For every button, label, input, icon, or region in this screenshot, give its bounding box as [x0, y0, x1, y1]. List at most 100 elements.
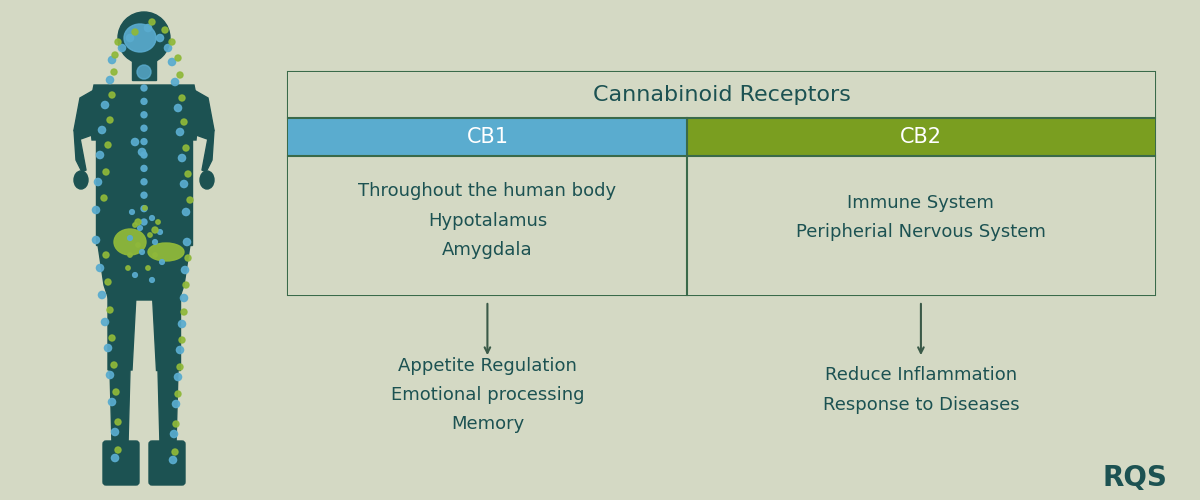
- Text: Reduce Inflammation
Response to Diseases: Reduce Inflammation Response to Diseases: [822, 366, 1019, 414]
- Circle shape: [133, 223, 137, 227]
- Circle shape: [179, 154, 186, 162]
- Circle shape: [127, 236, 132, 240]
- Circle shape: [181, 309, 187, 315]
- Polygon shape: [108, 295, 136, 370]
- Circle shape: [180, 180, 187, 188]
- Circle shape: [157, 230, 162, 234]
- Circle shape: [173, 421, 179, 427]
- Circle shape: [134, 219, 142, 225]
- Circle shape: [185, 171, 191, 177]
- Polygon shape: [202, 130, 214, 172]
- Circle shape: [172, 449, 178, 455]
- Ellipse shape: [148, 243, 184, 261]
- Circle shape: [109, 335, 115, 341]
- Circle shape: [138, 148, 145, 156]
- Circle shape: [185, 255, 191, 261]
- Polygon shape: [89, 85, 199, 140]
- Ellipse shape: [200, 171, 214, 189]
- Bar: [288, 118, 686, 156]
- Circle shape: [101, 102, 109, 108]
- Circle shape: [142, 219, 148, 225]
- Circle shape: [146, 266, 150, 270]
- Circle shape: [179, 320, 186, 328]
- Circle shape: [187, 197, 193, 203]
- Circle shape: [179, 95, 185, 101]
- Text: CB1: CB1: [467, 127, 509, 147]
- Circle shape: [148, 233, 152, 237]
- Circle shape: [101, 318, 109, 326]
- Polygon shape: [74, 90, 94, 140]
- Ellipse shape: [118, 12, 170, 64]
- Circle shape: [112, 454, 119, 462]
- Circle shape: [128, 253, 132, 257]
- Circle shape: [142, 98, 148, 104]
- Circle shape: [113, 389, 119, 395]
- Text: RQS: RQS: [1103, 464, 1168, 492]
- Circle shape: [119, 44, 126, 52]
- Bar: [686, 118, 1154, 156]
- Circle shape: [132, 272, 138, 278]
- Circle shape: [182, 282, 190, 288]
- Polygon shape: [194, 90, 214, 140]
- Circle shape: [150, 278, 155, 282]
- Circle shape: [98, 292, 106, 298]
- Circle shape: [136, 243, 140, 247]
- Ellipse shape: [114, 229, 146, 255]
- Circle shape: [180, 294, 187, 302]
- Circle shape: [96, 264, 103, 272]
- Circle shape: [92, 236, 100, 244]
- Circle shape: [176, 346, 184, 354]
- Circle shape: [181, 119, 187, 125]
- FancyBboxPatch shape: [149, 441, 185, 485]
- Circle shape: [101, 195, 107, 201]
- Circle shape: [174, 104, 181, 112]
- Circle shape: [110, 69, 118, 75]
- FancyBboxPatch shape: [103, 441, 139, 485]
- Circle shape: [103, 169, 109, 175]
- Circle shape: [168, 58, 175, 66]
- Polygon shape: [158, 370, 178, 445]
- Circle shape: [142, 125, 148, 131]
- Circle shape: [178, 72, 182, 78]
- Circle shape: [115, 419, 121, 425]
- Circle shape: [96, 152, 103, 158]
- Circle shape: [126, 34, 133, 42]
- Circle shape: [164, 44, 172, 52]
- Circle shape: [92, 206, 100, 214]
- Circle shape: [109, 92, 115, 98]
- Text: Cannabinoid Receptors: Cannabinoid Receptors: [593, 85, 851, 105]
- Circle shape: [107, 372, 114, 378]
- Bar: [288, 72, 1156, 295]
- Circle shape: [152, 227, 158, 233]
- Circle shape: [175, 55, 181, 61]
- Circle shape: [115, 447, 121, 453]
- Circle shape: [112, 52, 118, 58]
- Circle shape: [142, 206, 148, 212]
- Circle shape: [170, 430, 178, 438]
- Circle shape: [142, 166, 148, 172]
- FancyBboxPatch shape: [96, 133, 192, 245]
- Circle shape: [115, 39, 121, 45]
- Bar: [288, 72, 1156, 118]
- Circle shape: [142, 192, 148, 198]
- Circle shape: [112, 428, 119, 436]
- Polygon shape: [98, 245, 190, 300]
- Circle shape: [107, 117, 113, 123]
- Ellipse shape: [74, 171, 88, 189]
- Text: Throughout the human body
Hypotalamus
Amygdala: Throughout the human body Hypotalamus Am…: [359, 182, 617, 258]
- Circle shape: [142, 85, 148, 91]
- Polygon shape: [152, 295, 180, 370]
- Circle shape: [130, 210, 134, 214]
- Circle shape: [103, 252, 109, 258]
- Circle shape: [181, 266, 188, 274]
- Circle shape: [150, 216, 155, 220]
- Bar: [288, 156, 1156, 295]
- Circle shape: [182, 208, 190, 216]
- Circle shape: [132, 138, 139, 145]
- Text: Appetite Regulation
Emotional processing
Memory: Appetite Regulation Emotional processing…: [391, 357, 584, 433]
- Circle shape: [173, 400, 180, 407]
- Circle shape: [174, 374, 181, 380]
- Circle shape: [143, 206, 148, 210]
- Circle shape: [142, 152, 148, 158]
- Circle shape: [108, 398, 115, 406]
